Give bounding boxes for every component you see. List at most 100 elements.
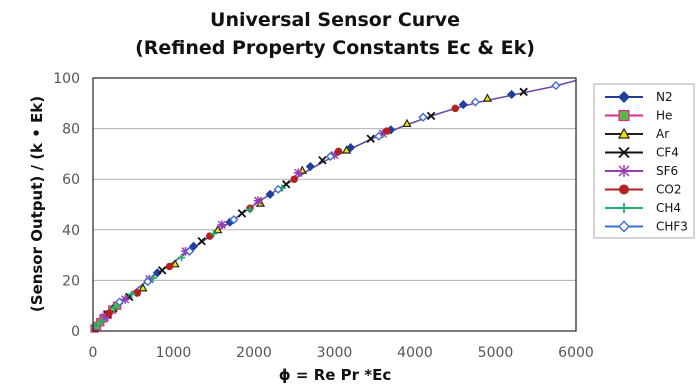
legend-marker <box>617 127 631 139</box>
data-point <box>170 259 180 268</box>
legend-marker <box>619 184 629 195</box>
y-axis-title: (Sensor Output) / (k • Ek) <box>28 96 46 312</box>
data-point <box>470 97 480 107</box>
data-point <box>98 317 106 325</box>
gridlines <box>93 128 576 281</box>
x-tick-label: 1000 <box>156 345 192 361</box>
legend-marker <box>618 220 630 233</box>
legend-item-ch4: CH4 <box>605 201 681 215</box>
legend-label: SF6 <box>656 164 678 178</box>
x-tick-label: 5000 <box>478 345 514 361</box>
legend-marker <box>618 146 630 159</box>
series-chf3 <box>114 81 561 307</box>
legend-label: Ar <box>656 127 669 141</box>
data-point <box>185 246 195 256</box>
data-point <box>265 189 275 199</box>
data-point <box>149 274 157 282</box>
chart-subtitle: (Refined Property Constants Ec & Ek) <box>135 37 535 59</box>
data-point <box>143 277 153 287</box>
plot-area <box>90 77 577 333</box>
data-point <box>165 262 174 271</box>
y-tick-label: 0 <box>71 324 80 340</box>
y-tick-label: 100 <box>53 71 80 87</box>
data-point <box>451 104 459 113</box>
y-tick-label: 40 <box>62 223 80 239</box>
legend-label: N2 <box>656 90 673 104</box>
data-point <box>334 147 343 156</box>
data-point <box>426 111 436 121</box>
data-point <box>507 89 517 100</box>
data-point <box>217 220 227 230</box>
data-point <box>383 127 391 135</box>
data-point <box>237 209 247 218</box>
data-point <box>418 112 428 122</box>
x-tick-label: 0 <box>89 345 98 361</box>
y-tick-label: 60 <box>62 172 80 188</box>
data-point <box>374 131 384 141</box>
legend-label: CF4 <box>656 146 679 160</box>
data-point <box>177 254 186 262</box>
y-tick-label: 80 <box>62 122 80 138</box>
data-point <box>458 99 468 110</box>
data-point <box>305 161 315 172</box>
y-tick-label: 20 <box>62 273 80 289</box>
data-point <box>128 290 136 298</box>
x-axis-ticks: 0 1000 2000 3000 4000 5000 6000 <box>89 345 594 361</box>
plot-border <box>92 77 577 332</box>
data-point <box>189 241 199 251</box>
data-point <box>210 229 218 238</box>
data-point <box>253 196 263 206</box>
data-point <box>341 145 352 154</box>
legend-label: CH4 <box>656 201 681 215</box>
data-point <box>246 205 254 214</box>
data-point <box>346 142 356 153</box>
legend-label: CO2 <box>656 183 681 197</box>
legend-label: CHF3 <box>656 220 688 234</box>
data-point <box>157 266 167 275</box>
data-point <box>120 295 130 304</box>
legend-item-chf3: CHF3 <box>605 220 688 234</box>
data-point <box>229 215 239 225</box>
legend-box <box>593 83 695 239</box>
data-point <box>138 283 148 292</box>
x-tick-label: 3000 <box>317 345 353 361</box>
data-point <box>100 312 110 322</box>
data-point <box>519 87 528 97</box>
data-point <box>378 129 388 138</box>
data-point <box>290 175 298 183</box>
data-point <box>402 118 412 128</box>
data-point <box>366 134 375 143</box>
legend-marker <box>619 203 629 213</box>
data-point <box>92 322 100 330</box>
data-point <box>330 150 339 160</box>
data-point <box>318 155 327 165</box>
data-point <box>114 297 125 307</box>
data-point <box>293 168 303 178</box>
legend-marker <box>618 109 630 122</box>
data-point <box>105 309 113 318</box>
data-point <box>213 224 223 234</box>
data-point <box>325 151 336 162</box>
y-axis-ticks: 0 20 40 60 80 100 <box>53 71 80 340</box>
data-point <box>551 81 561 91</box>
series-ch4 <box>92 184 286 330</box>
data-markers <box>90 81 561 333</box>
series-co2 <box>105 104 459 318</box>
legend-item-he: He <box>605 109 672 123</box>
legend-item-co2: CO2 <box>605 183 681 197</box>
legend-item-n2: N2 <box>605 90 673 104</box>
legend-marker <box>618 165 630 177</box>
series-sf6 <box>100 129 388 322</box>
data-point <box>482 93 493 102</box>
legend-label: He <box>656 109 672 123</box>
x-axis-title: ϕ = Re Pr *Ec <box>279 366 392 384</box>
data-point <box>133 289 142 297</box>
legend-marker <box>618 91 630 103</box>
plot-background <box>93 78 576 331</box>
legend-item-sf6: SF6 <box>605 164 678 178</box>
chart-title: Universal Sensor Curve <box>210 9 460 31</box>
legend: N2 He Ar CF4 SF6 CO2 CH4 CHF3 <box>593 83 695 239</box>
data-point <box>281 180 291 189</box>
x-tick-label: 2000 <box>236 345 272 361</box>
